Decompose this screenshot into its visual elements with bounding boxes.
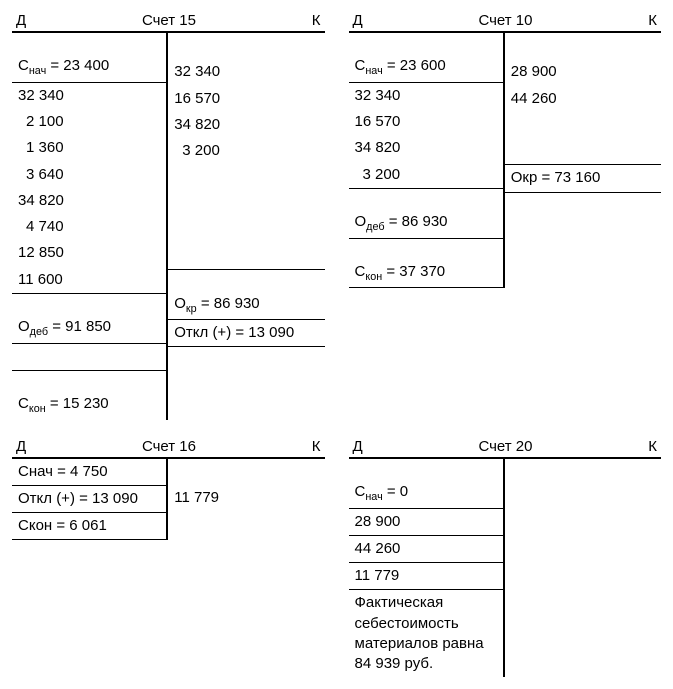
debit-entry: 11 600 bbox=[12, 267, 166, 294]
header-15: Д Счет 15 К bbox=[12, 12, 325, 33]
debit-entry: 16 570 bbox=[349, 109, 503, 135]
t-account-20: Д Счет 20 К Снач = 0 28 900 44 260 11 77… bbox=[349, 438, 662, 678]
debit-label: Д bbox=[16, 438, 26, 455]
debit-label: Д bbox=[16, 12, 26, 29]
debit-entry: 32 340 bbox=[12, 83, 166, 109]
deviation-entry: Откл (+) = 13 090 bbox=[12, 486, 166, 513]
debit-entry: 28 900 bbox=[349, 509, 503, 536]
debit-entry: 34 820 bbox=[349, 135, 503, 161]
debit-entry: 1 360 bbox=[12, 135, 166, 161]
cost-note: Фактическая себестоимость материалов рав… bbox=[349, 590, 503, 677]
account-title: Счет 20 bbox=[363, 438, 649, 455]
debit-entry: 4 740 bbox=[12, 214, 166, 240]
credit-entry: 3 200 bbox=[168, 138, 324, 164]
account-title: Счет 10 bbox=[363, 12, 649, 29]
blank-cell bbox=[168, 243, 324, 270]
blank-cell bbox=[12, 344, 166, 371]
t-account-10: Д Счет 10 К Снач = 23 600 32 340 16 570 … bbox=[349, 12, 662, 420]
closing-balance: Скон = 15 230 bbox=[12, 371, 166, 420]
header-16: Д Счет 16 К bbox=[12, 438, 325, 459]
blank-cell bbox=[168, 164, 324, 190]
debit-label: Д bbox=[353, 438, 363, 455]
credit-turnover: Окр = 73 160 bbox=[505, 165, 661, 192]
closing-balance: Скон = 37 370 bbox=[349, 239, 503, 289]
t-account-15: Д Счет 15 К Снач = 23 400 32 340 2 100 1… bbox=[12, 12, 325, 420]
blank-cell bbox=[505, 112, 661, 138]
debit-entry: 3 640 bbox=[12, 162, 166, 188]
blank-cell bbox=[168, 191, 324, 217]
credit-entry: 44 260 bbox=[505, 86, 661, 112]
credit-label: К bbox=[312, 438, 321, 455]
header-20: Д Счет 20 К bbox=[349, 438, 662, 459]
blank-cell bbox=[168, 217, 324, 243]
debit-entry: 2 100 bbox=[12, 109, 166, 135]
debit-turnover: Одеб = 91 850 bbox=[12, 294, 166, 344]
credit-entry: 28 900 bbox=[505, 59, 661, 85]
debit-label: Д bbox=[353, 12, 363, 29]
debit-entry: 32 340 bbox=[349, 83, 503, 109]
debit-entry: 44 260 bbox=[349, 536, 503, 563]
debit-entry: 12 850 bbox=[12, 240, 166, 266]
opening-balance: Снач = 23 400 bbox=[12, 33, 166, 83]
blank-cell bbox=[505, 33, 661, 59]
deviation: Откл (+) = 13 090 bbox=[168, 320, 324, 347]
blank-cell bbox=[505, 138, 661, 165]
debit-turnover: Одеб = 86 930 bbox=[349, 189, 503, 239]
opening-balance: Снач = 0 bbox=[349, 459, 503, 509]
blank-cell bbox=[168, 33, 324, 59]
credit-entry: 34 820 bbox=[168, 112, 324, 138]
credit-label: К bbox=[312, 12, 321, 29]
debit-entry: 34 820 bbox=[12, 188, 166, 214]
debit-entry: 3 200 bbox=[349, 162, 503, 189]
debit-entry: 11 779 bbox=[349, 563, 503, 590]
credit-entry: 11 779 bbox=[168, 485, 324, 511]
credit-entry: 32 340 bbox=[168, 59, 324, 85]
blank-cell bbox=[168, 459, 324, 485]
account-title: Счет 15 bbox=[26, 12, 312, 29]
t-account-16: Д Счет 16 К Снач = 4 750 Откл (+) = 13 0… bbox=[12, 438, 325, 678]
credit-label: К bbox=[648, 438, 657, 455]
header-10: Д Счет 10 К bbox=[349, 12, 662, 33]
account-title: Счет 16 bbox=[26, 438, 312, 455]
credit-entry: 16 570 bbox=[168, 86, 324, 112]
credit-label: К bbox=[648, 12, 657, 29]
closing-balance: Скон = 6 061 bbox=[12, 513, 166, 540]
opening-balance: Снач = 23 600 bbox=[349, 33, 503, 83]
credit-turnover: Окр = 86 930 bbox=[168, 270, 324, 320]
opening-balance: Снач = 4 750 bbox=[12, 459, 166, 486]
